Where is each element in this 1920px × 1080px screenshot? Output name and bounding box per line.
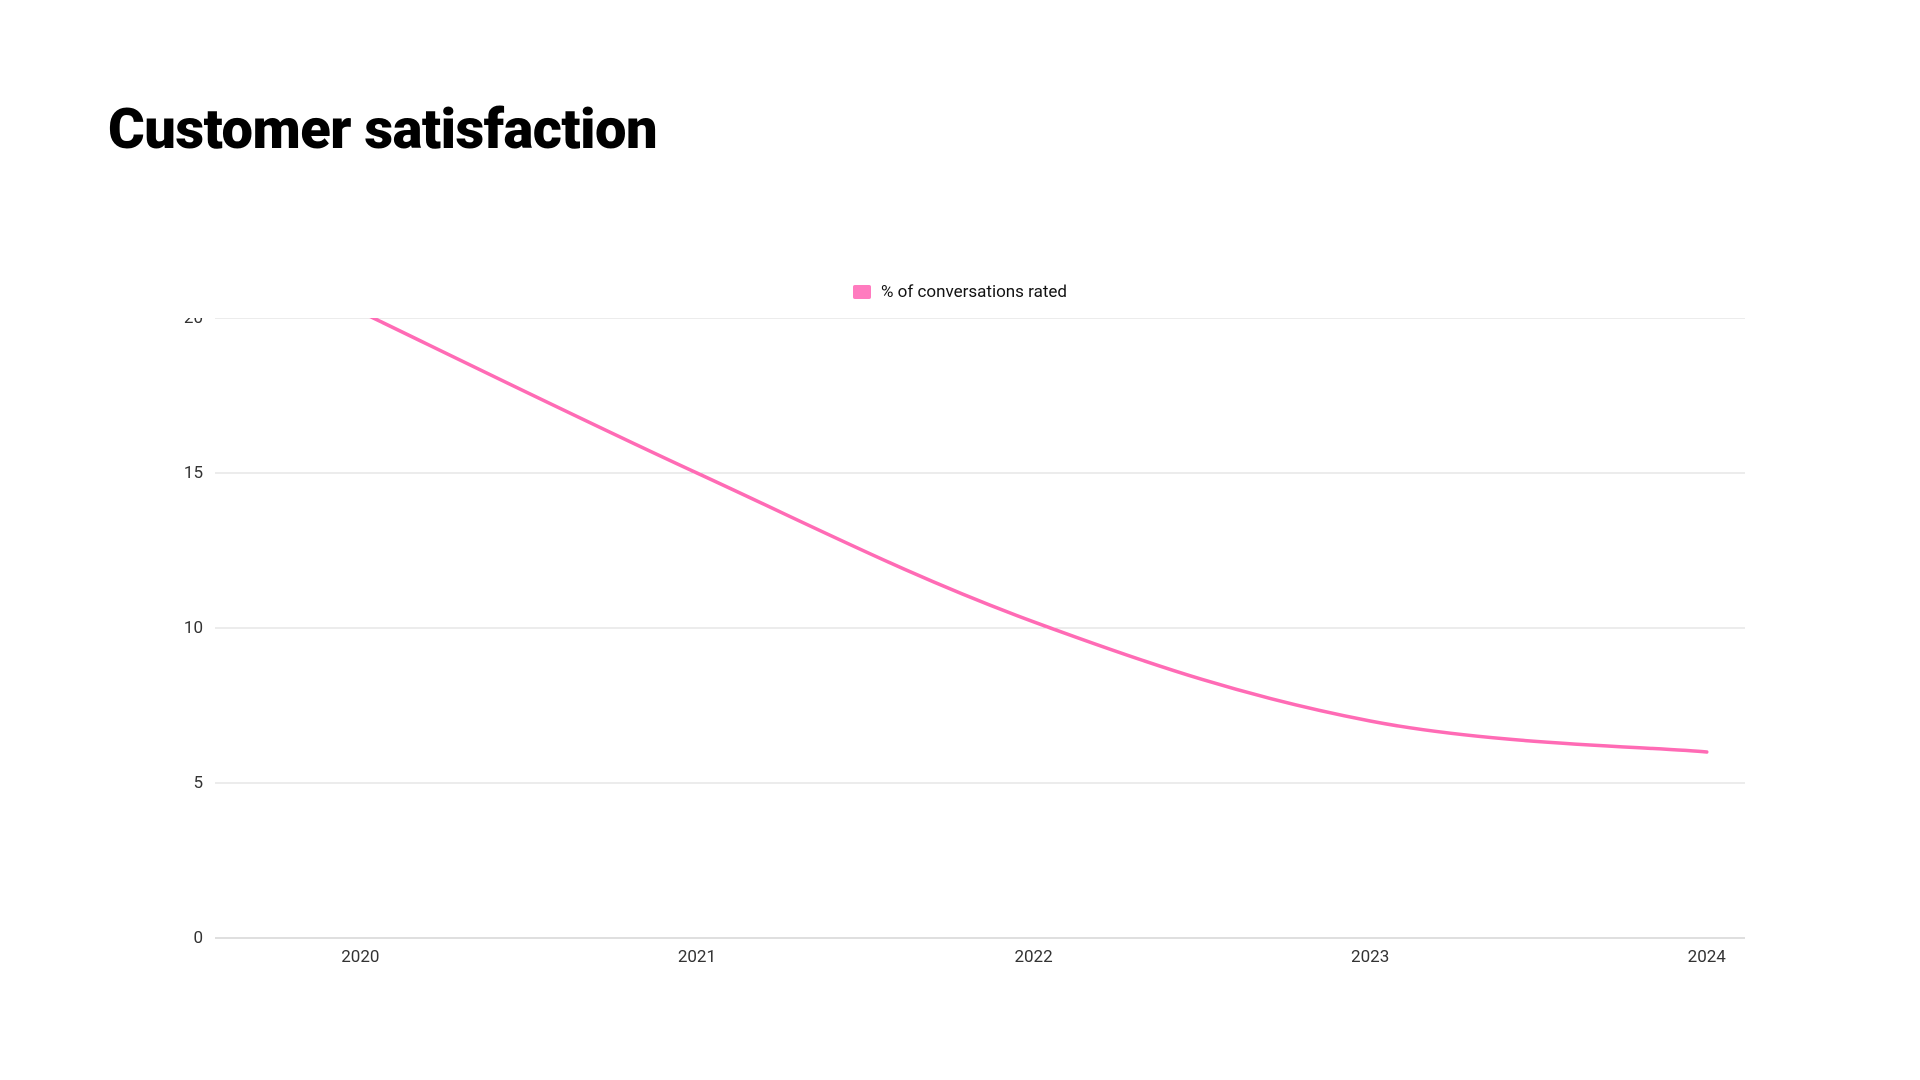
legend: % of conversations rated (0, 282, 1920, 302)
x-tick-label: 2022 (1014, 947, 1052, 967)
y-tick-label: 15 (184, 463, 203, 483)
y-tick-label: 10 (184, 618, 203, 638)
x-tick-label: 2024 (1688, 947, 1727, 967)
y-tick-label: 20 (184, 318, 203, 328)
x-tick-label: 2021 (678, 947, 716, 967)
legend-swatch (853, 285, 871, 299)
satisfaction-line-chart: 0510152020202021202220232024 (160, 318, 1755, 978)
legend-label: % of conversations rated (881, 282, 1067, 302)
page-root: Customer satisfaction % of conversations… (0, 0, 1920, 1080)
y-tick-label: 5 (193, 773, 203, 793)
y-tick-label: 0 (193, 928, 203, 948)
series-line (360, 318, 1706, 752)
chart-title: Customer satisfaction (108, 96, 657, 162)
x-tick-label: 2020 (341, 947, 379, 967)
x-tick-label: 2023 (1351, 947, 1389, 967)
